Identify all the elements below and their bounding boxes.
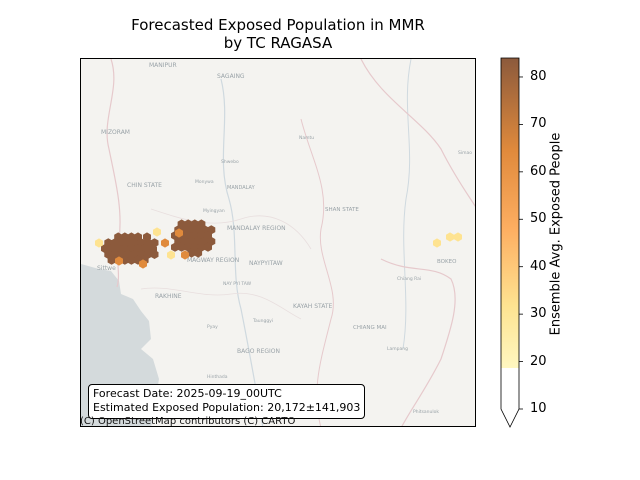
colorbar-tick-label: 30 <box>530 306 547 322</box>
map-attribution: (C) OpenStreetMap contributors (C) CARTO <box>80 416 296 427</box>
label-shan-state: SHAN STATE <box>325 207 359 213</box>
exposure-hexbin <box>107 255 116 265</box>
exposure-hexbin <box>446 232 454 242</box>
colorbar-tick-label: 40 <box>530 258 547 274</box>
colorbar <box>500 57 523 428</box>
colorbar-title: Ensemble Avg. Exposed People <box>548 132 564 336</box>
exposure-hexbin <box>181 250 189 260</box>
map-panel[interactable]: MANIPUR SAGAING MIZORAM CHIN STATE MANDA… <box>80 58 476 427</box>
exposure-hexbins <box>95 219 462 269</box>
colorbar-under-extension <box>501 368 519 427</box>
label-hinthada: Hinthada <box>207 374 228 380</box>
label-chiang-mai: CHIANG MAI <box>353 325 387 331</box>
colorbar-tick-label: 20 <box>530 353 547 369</box>
exposure-hexbin <box>175 228 183 238</box>
river <box>220 78 264 426</box>
label-pyay: Pyay <box>207 324 218 330</box>
label-myingyan: Myingyan <box>203 208 225 214</box>
label-chiang-rai: Chiang Rai <box>397 276 421 282</box>
border-line <box>360 59 475 207</box>
label-sittwe: Sittwe <box>97 265 116 272</box>
label-sagaing: SAGAING <box>217 73 245 80</box>
exposure-hexbin <box>161 238 169 248</box>
colorbar-outline <box>500 57 520 428</box>
map-labels: MANIPUR SAGAING MIZORAM CHIN STATE MANDA… <box>97 62 472 415</box>
map-canvas: MANIPUR SAGAING MIZORAM CHIN STATE MANDA… <box>81 59 475 426</box>
forecast-info-box: Forecast Date: 2025-09-19_00UTC Estimate… <box>88 384 366 419</box>
label-phitsanulok: Phitsanulok <box>413 409 439 415</box>
exposure-hexbin <box>187 248 196 258</box>
exposure-hexbin <box>127 255 136 265</box>
border-line <box>380 258 456 426</box>
label-naypyitaw: NAYPYITAW <box>249 260 283 267</box>
label-bokeo: BOKEO <box>437 259 457 265</box>
label-bago-region: BAGO REGION <box>237 348 280 355</box>
colorbar-tick-label: 50 <box>530 211 547 227</box>
label-simao: Simao <box>458 150 472 156</box>
colorbar-tick-label: 70 <box>530 116 547 132</box>
river <box>402 59 412 350</box>
chart-title: Forecasted Exposed Population in MMR by … <box>80 16 476 52</box>
exposure-hexbin <box>454 232 462 242</box>
label-mandalay-region: MANDALAY REGION <box>227 225 286 232</box>
label-rakhine: RAKHINE <box>155 293 182 300</box>
exposure-hexbin <box>149 244 157 254</box>
label-manipur: MANIPUR <box>149 62 177 69</box>
label-nay-pyi-taw: NAY PYI TAW <box>223 281 252 287</box>
title-line-2: by TC RAGASA <box>223 34 333 52</box>
colorbar-tick-label: 60 <box>530 163 547 179</box>
colorbar-gradient <box>501 58 519 368</box>
border-line <box>140 287 302 320</box>
label-mandalay: MANDALAY <box>227 185 256 191</box>
border-line <box>150 208 312 250</box>
colorbar-tick-label: 10 <box>530 401 547 416</box>
exposure-hexbin <box>194 248 203 258</box>
label-magway-region: MAGWAY REGION <box>187 257 239 264</box>
exposure-hexbin <box>143 232 151 242</box>
estimated-population: Estimated Exposed Population: 20,172±141… <box>93 401 361 414</box>
label-chin-state: CHIN STATE <box>127 182 162 189</box>
label-kayah-state: KAYAH STATE <box>293 303 333 310</box>
label-namtu: Namtu <box>299 135 314 141</box>
exposure-hexbin <box>177 242 186 252</box>
exposure-hexbin <box>139 259 147 269</box>
exposure-hexbin <box>204 242 212 252</box>
label-lampang: Lampang <box>387 346 408 352</box>
exposure-hexbin <box>95 238 103 248</box>
label-mizoram: MIZORAM <box>101 129 130 136</box>
exposure-hexbin <box>171 242 179 252</box>
exposure-hexbin <box>433 238 441 248</box>
colorbar-tick-label: 80 <box>530 68 547 84</box>
label-taunggyi: Taunggyi <box>252 318 273 324</box>
exposure-hexbin <box>115 256 123 266</box>
colorbar-ticks <box>519 76 523 410</box>
label-monywa: Monywa <box>195 179 214 185</box>
label-shwebo: Shwebo <box>221 159 239 165</box>
forecast-date: Forecast Date: 2025-09-19_00UTC <box>93 387 282 400</box>
exposure-hexbin <box>167 250 175 260</box>
exposure-hexbin <box>153 227 161 237</box>
title-line-1: Forecasted Exposed Population in MMR <box>131 16 425 34</box>
border-line <box>300 118 334 426</box>
